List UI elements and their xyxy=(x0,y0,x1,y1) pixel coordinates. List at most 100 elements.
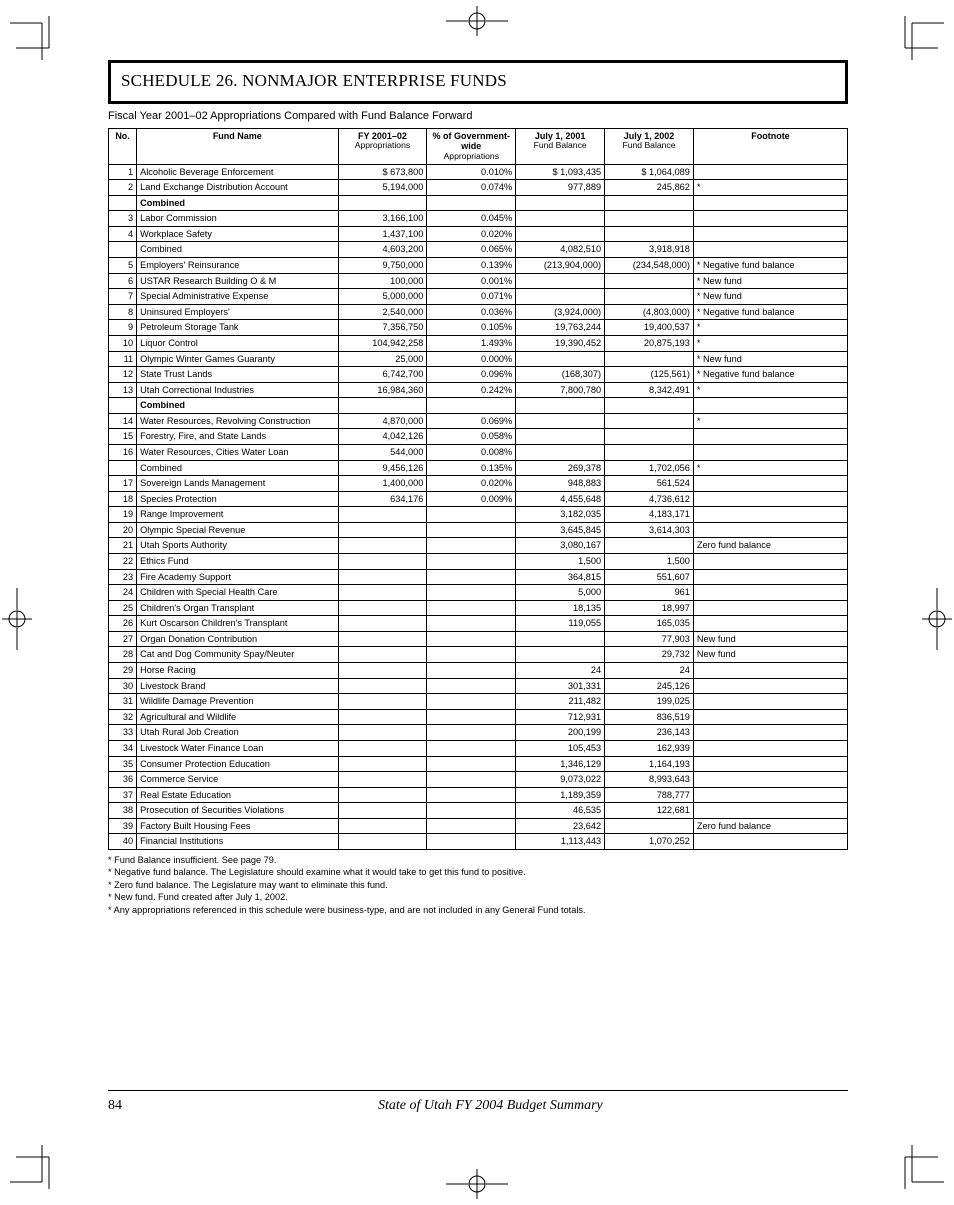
cell-fy xyxy=(338,663,427,679)
cell-fy xyxy=(338,647,427,663)
cell-no: 17 xyxy=(109,476,137,492)
cell-name: Utah Correctional Industries xyxy=(137,382,338,398)
cell-jul01: 105,453 xyxy=(516,740,605,756)
cell-jul02: 165,035 xyxy=(605,616,694,632)
cell-jul02 xyxy=(605,211,694,227)
cell-name: Land Exchange Distribution Account xyxy=(137,180,338,196)
table-row: 30Livestock Brand301,331245,126 xyxy=(109,678,848,694)
cell-jul02 xyxy=(605,818,694,834)
cell-no: 14 xyxy=(109,413,137,429)
cell-jul01: 948,883 xyxy=(516,476,605,492)
cell-jul01: 977,889 xyxy=(516,180,605,196)
cell-jul01 xyxy=(516,444,605,460)
cell-name: Uninsured Employers' xyxy=(137,304,338,320)
cell-no: 40 xyxy=(109,834,137,850)
col-fn: Footnote xyxy=(693,129,847,165)
cell-jul02: 3,614,303 xyxy=(605,522,694,538)
cell-fy xyxy=(338,616,427,632)
table-row: 10Liquor Control104,942,2581.493%19,390,… xyxy=(109,335,848,351)
table-row: 38Prosecution of Securities Violations46… xyxy=(109,803,848,819)
table-row: 31Wildlife Damage Prevention211,482199,0… xyxy=(109,694,848,710)
footer-label: State of Utah FY 2004 Budget Summary xyxy=(378,1098,603,1114)
crop-bottom-left xyxy=(10,1143,56,1189)
table-row: 35Consumer Protection Education1,346,129… xyxy=(109,756,848,772)
section-subtitle: Fiscal Year 2001–02 Appropriations Compa… xyxy=(108,110,848,122)
cell-fy: 544,000 xyxy=(338,444,427,460)
cell-pct: 0.071% xyxy=(427,289,516,305)
table-row: 32Agricultural and Wildlife712,931836,51… xyxy=(109,709,848,725)
cell-jul02: 1,070,252 xyxy=(605,834,694,850)
cell-pct xyxy=(427,663,516,679)
cell-fy: 4,603,200 xyxy=(338,242,427,258)
cell-jul01: 119,055 xyxy=(516,616,605,632)
cell-no: 35 xyxy=(109,756,137,772)
cell-fn xyxy=(693,164,847,180)
cell-jul01: 19,390,452 xyxy=(516,335,605,351)
cell-jul02: 24 xyxy=(605,663,694,679)
cell-fn: * xyxy=(693,320,847,336)
cell-fy xyxy=(338,585,427,601)
cell-jul01 xyxy=(516,647,605,663)
cell-name: Real Estate Education xyxy=(137,787,338,803)
table-row: Combined xyxy=(109,398,848,414)
cell-jul01 xyxy=(516,398,605,414)
reg-bottom xyxy=(446,1169,508,1199)
cell-name: Cat and Dog Community Spay/Neuter xyxy=(137,647,338,663)
cell-no xyxy=(109,460,137,476)
cell-no: 3 xyxy=(109,211,137,227)
cell-no: 32 xyxy=(109,709,137,725)
table-row: 15Forestry, Fire, and State Lands4,042,1… xyxy=(109,429,848,445)
table-row: 14Water Resources, Revolving Constructio… xyxy=(109,413,848,429)
cell-fy xyxy=(338,507,427,523)
cell-name: Utah Sports Authority xyxy=(137,538,338,554)
cell-jul02: (4,803,000) xyxy=(605,304,694,320)
cell-pct xyxy=(427,818,516,834)
table-row: 28Cat and Dog Community Spay/Neuter29,73… xyxy=(109,647,848,663)
cell-fn xyxy=(693,491,847,507)
cell-pct xyxy=(427,647,516,663)
cell-fy: 4,870,000 xyxy=(338,413,427,429)
cell-jul01 xyxy=(516,226,605,242)
cell-jul01: 200,199 xyxy=(516,725,605,741)
cell-fy xyxy=(338,600,427,616)
cell-name: Water Resources, Revolving Construction xyxy=(137,413,338,429)
cell-jul02 xyxy=(605,413,694,429)
table-row: 11Olympic Winter Games Guaranty25,0000.0… xyxy=(109,351,848,367)
cell-fn xyxy=(693,787,847,803)
cell-name: USTAR Research Building O & M xyxy=(137,273,338,289)
cell-jul02: 4,736,612 xyxy=(605,491,694,507)
cell-jul02: 245,126 xyxy=(605,678,694,694)
cell-fn: New fund xyxy=(693,647,847,663)
cell-fy xyxy=(338,709,427,725)
cell-jul02 xyxy=(605,289,694,305)
table-row: 29Horse Racing2424 xyxy=(109,663,848,679)
cell-jul01 xyxy=(516,273,605,289)
cell-jul01: 4,455,648 xyxy=(516,491,605,507)
cell-name: State Trust Lands xyxy=(137,367,338,383)
cell-name: Kurt Oscarson Children's Transplant xyxy=(137,616,338,632)
cell-jul02: 1,702,056 xyxy=(605,460,694,476)
cell-fy: 1,400,000 xyxy=(338,476,427,492)
cell-pct: 0.105% xyxy=(427,320,516,336)
cell-jul02: 8,342,491 xyxy=(605,382,694,398)
cell-fy xyxy=(338,834,427,850)
cell-name: Agricultural and Wildlife xyxy=(137,709,338,725)
cell-pct: 0.020% xyxy=(427,226,516,242)
cell-pct xyxy=(427,616,516,632)
cell-no xyxy=(109,195,137,211)
cell-pct: 0.045% xyxy=(427,211,516,227)
footer-rule xyxy=(108,1090,848,1091)
cell-pct xyxy=(427,507,516,523)
cell-fy: 2,540,000 xyxy=(338,304,427,320)
cell-fn: * xyxy=(693,335,847,351)
cell-jul02 xyxy=(605,226,694,242)
cell-name: Children's Organ Transplant xyxy=(137,600,338,616)
cell-fn xyxy=(693,694,847,710)
cell-jul01: 1,189,359 xyxy=(516,787,605,803)
cell-jul02 xyxy=(605,398,694,414)
cell-jul02: 199,025 xyxy=(605,694,694,710)
cell-name: Range Improvement xyxy=(137,507,338,523)
cell-pct xyxy=(427,725,516,741)
cell-fn xyxy=(693,756,847,772)
cell-name: Combined xyxy=(137,398,338,414)
